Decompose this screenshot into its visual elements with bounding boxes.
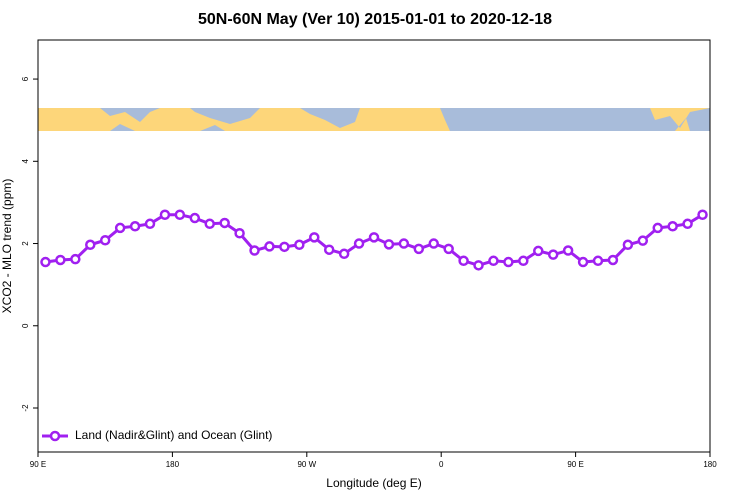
point: [249, 245, 260, 256]
point: [40, 256, 51, 268]
y-tick-label: 0: [21, 323, 30, 328]
point: [368, 232, 380, 243]
point: [338, 248, 350, 260]
point: [697, 209, 708, 221]
x-tick-label: 90 E: [30, 460, 46, 469]
y-tick-label: 2: [21, 241, 30, 246]
point: [174, 209, 186, 221]
point: [219, 217, 230, 229]
point: [547, 249, 559, 260]
point: [159, 209, 171, 221]
point: [503, 256, 514, 268]
point: [309, 232, 320, 243]
x-tick-label: 0: [439, 460, 444, 469]
point: [204, 218, 215, 230]
point: [264, 241, 275, 252]
point: [279, 241, 290, 253]
point: [55, 254, 66, 266]
point: [637, 235, 649, 246]
point: [85, 239, 96, 251]
point: [234, 228, 245, 239]
point: [189, 212, 201, 224]
point: [533, 245, 544, 257]
point: [667, 221, 678, 232]
y-tick-label: 6: [21, 76, 30, 81]
x-tick-label: 180: [703, 460, 717, 469]
legend-label: Land (Nadir&Glint) and Ocean (Glint): [75, 428, 272, 442]
point: [577, 256, 589, 268]
point: [562, 245, 574, 256]
point: [652, 222, 663, 234]
point: [592, 255, 604, 267]
point: [443, 243, 454, 255]
y-tick-label: 4: [21, 159, 30, 164]
plot-frame: [37, 39, 711, 453]
y-tick-label: -2: [21, 404, 30, 412]
x-tick-label: 180: [166, 460, 180, 469]
point: [383, 239, 395, 250]
point: [144, 218, 156, 230]
point: [114, 222, 126, 234]
x-tick-label: 90 E: [567, 460, 583, 469]
point: [70, 253, 81, 265]
point: [682, 218, 693, 230]
point: [129, 221, 141, 232]
point: [398, 238, 410, 249]
point: [488, 255, 499, 267]
point: [607, 254, 619, 266]
chart-title: 50N-60N May (Ver 10) 2015-01-01 to 2020-…: [198, 11, 552, 28]
point: [622, 239, 634, 251]
x-tick-label: 90 W: [297, 460, 316, 469]
point: [323, 244, 335, 255]
point: [473, 260, 484, 271]
point: [294, 239, 305, 251]
y-axis-label: XCO2 - MLO trend (ppm): [0, 179, 14, 314]
point: [458, 255, 469, 267]
point: [353, 238, 365, 249]
point: [518, 255, 529, 267]
point: [428, 238, 439, 249]
map-strip: [38, 108, 710, 131]
point: [99, 234, 111, 246]
legend-marker: [49, 430, 61, 442]
point: [413, 243, 425, 255]
x-axis-label: Longitude (deg E): [326, 476, 421, 490]
